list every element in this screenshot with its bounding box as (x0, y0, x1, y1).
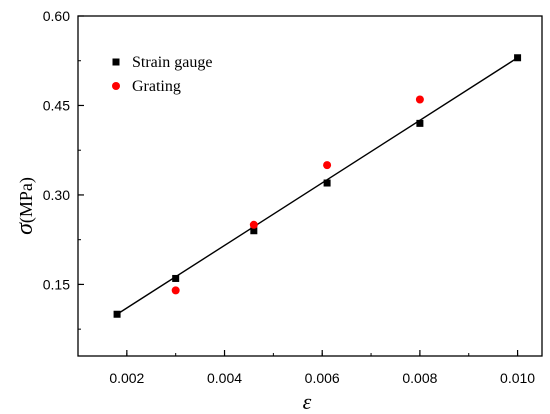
plot-area (77, 15, 543, 357)
strain-gauge-point (416, 119, 424, 127)
strain-gauge-point (323, 179, 331, 187)
x-tick-label: 0.002 (109, 370, 144, 386)
strain-gauge-point (250, 227, 258, 235)
legend-label: Strain gauge (132, 54, 212, 71)
y-axis-symbol: σ (12, 222, 38, 235)
legend-marker-grating (112, 82, 120, 90)
plot-frame (77, 15, 543, 357)
y-tick-label: 0.15 (43, 276, 70, 292)
y-axis-unit: (MPa) (16, 177, 37, 223)
legend-label: Grating (132, 78, 181, 95)
grating-point (323, 161, 332, 170)
grating-point (249, 220, 258, 229)
grating-point (415, 95, 424, 104)
strain-gauge-point (172, 274, 180, 282)
series-layer (113, 54, 522, 318)
y-tick-label: 0.45 (43, 97, 70, 113)
legend: Strain gauge Grating (112, 54, 212, 95)
legend-marker-strain-gauge (112, 58, 120, 66)
grating-point (171, 286, 180, 295)
y-tick-label: 0.60 (43, 8, 70, 24)
y-tick-label: 0.30 (43, 187, 70, 203)
x-axis-ticks: 0.002 0.004 0.006 0.008 0.010 (77, 350, 535, 386)
y-axis-label: σ(MPa) (12, 177, 38, 235)
x-axis-label: ε (303, 389, 312, 414)
x-tick-label: 0.006 (305, 370, 340, 386)
strain-gauge-point (113, 310, 121, 318)
x-tick-label: 0.008 (402, 370, 437, 386)
strain-gauge-point (514, 54, 522, 62)
x-tick-label: 0.004 (207, 370, 242, 386)
fit-line (116, 57, 518, 315)
x-tick-label: 0.010 (500, 370, 535, 386)
y-axis-ticks: 0.15 0.30 0.45 0.60 (43, 8, 84, 330)
